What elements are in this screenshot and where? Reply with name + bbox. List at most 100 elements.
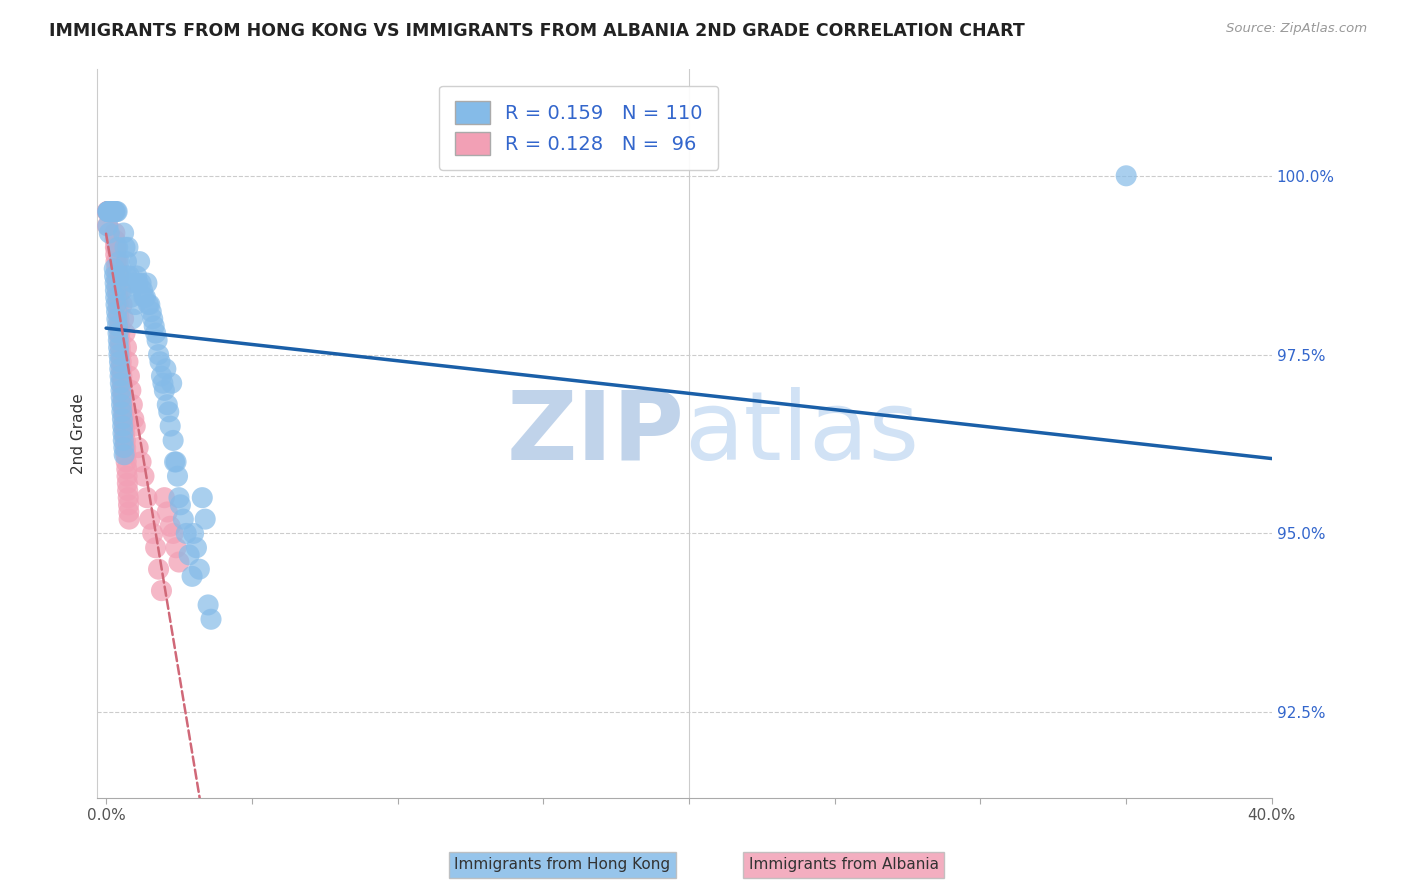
Point: [104, 233, 127, 247]
Point: [134, 290, 156, 304]
Point: [111, 405, 134, 419]
Point: [107, 304, 129, 318]
Point: [165, 455, 187, 469]
Point: [129, 455, 152, 469]
Point: [111, 412, 134, 426]
Point: [108, 348, 131, 362]
Point: [191, 491, 214, 505]
Point: [98, 226, 121, 240]
Point: [159, 519, 181, 533]
Point: [150, 583, 173, 598]
Point: [139, 512, 162, 526]
Point: [100, 204, 122, 219]
Point: [125, 268, 148, 283]
Point: [110, 384, 132, 398]
Point: [96, 219, 118, 233]
Point: [100, 204, 122, 219]
Point: [167, 555, 190, 569]
Point: [103, 204, 125, 219]
Text: Immigrants from Albania: Immigrants from Albania: [748, 857, 939, 872]
Point: [124, 419, 146, 434]
Point: [110, 268, 132, 283]
Point: [105, 276, 128, 290]
Point: [146, 334, 169, 348]
Point: [108, 355, 131, 369]
Point: [117, 498, 139, 512]
Point: [162, 434, 184, 448]
Point: [1115, 169, 1137, 183]
Point: [104, 226, 127, 240]
Point: [112, 405, 135, 419]
Point: [100, 204, 122, 219]
Point: [111, 426, 134, 441]
Point: [107, 283, 129, 297]
Point: [103, 204, 125, 219]
Point: [104, 247, 127, 261]
Point: [101, 204, 124, 219]
Point: [148, 562, 170, 576]
Point: [145, 326, 167, 340]
Point: [148, 348, 170, 362]
Point: [120, 290, 142, 304]
Point: [150, 369, 173, 384]
Point: [108, 254, 131, 268]
Legend: R = 0.159   N = 110, R = 0.128   N =  96: R = 0.159 N = 110, R = 0.128 N = 96: [439, 86, 718, 170]
Point: [111, 384, 134, 398]
Point: [104, 204, 127, 219]
Point: [186, 541, 208, 555]
Point: [111, 369, 134, 384]
Point: [135, 276, 157, 290]
Point: [194, 512, 217, 526]
Y-axis label: 2nd Grade: 2nd Grade: [72, 392, 86, 474]
Point: [166, 469, 188, 483]
Point: [97, 204, 120, 219]
Point: [98, 204, 121, 219]
Point: [108, 369, 131, 384]
Point: [169, 498, 191, 512]
Point: [97, 204, 120, 219]
Point: [122, 276, 145, 290]
Point: [112, 226, 135, 240]
Point: [96, 204, 118, 219]
Point: [103, 204, 125, 219]
Point: [108, 362, 131, 376]
Point: [104, 276, 127, 290]
Point: [98, 204, 121, 219]
Point: [111, 376, 134, 391]
Point: [142, 311, 165, 326]
Point: [110, 355, 132, 369]
Point: [138, 297, 160, 311]
Point: [162, 526, 184, 541]
Point: [100, 204, 122, 219]
Point: [111, 391, 134, 405]
Point: [97, 204, 120, 219]
Point: [200, 612, 222, 626]
Point: [101, 204, 124, 219]
Point: [105, 204, 128, 219]
Point: [101, 204, 124, 219]
Point: [117, 491, 139, 505]
Point: [97, 204, 120, 219]
Point: [98, 204, 121, 219]
Point: [98, 204, 121, 219]
Point: [107, 334, 129, 348]
Point: [100, 204, 122, 219]
Point: [100, 204, 122, 219]
Point: [115, 455, 138, 469]
Point: [110, 391, 132, 405]
Point: [118, 512, 141, 526]
Text: Source: ZipAtlas.com: Source: ZipAtlas.com: [1226, 22, 1367, 36]
Point: [188, 562, 211, 576]
Point: [114, 434, 136, 448]
Point: [181, 569, 204, 583]
Point: [117, 355, 139, 369]
Point: [183, 526, 205, 541]
Point: [112, 434, 135, 448]
Point: [115, 448, 138, 462]
Point: [101, 204, 124, 219]
Point: [105, 268, 128, 283]
Point: [121, 311, 143, 326]
Point: [128, 254, 150, 268]
Point: [103, 204, 125, 219]
Point: [112, 311, 135, 326]
